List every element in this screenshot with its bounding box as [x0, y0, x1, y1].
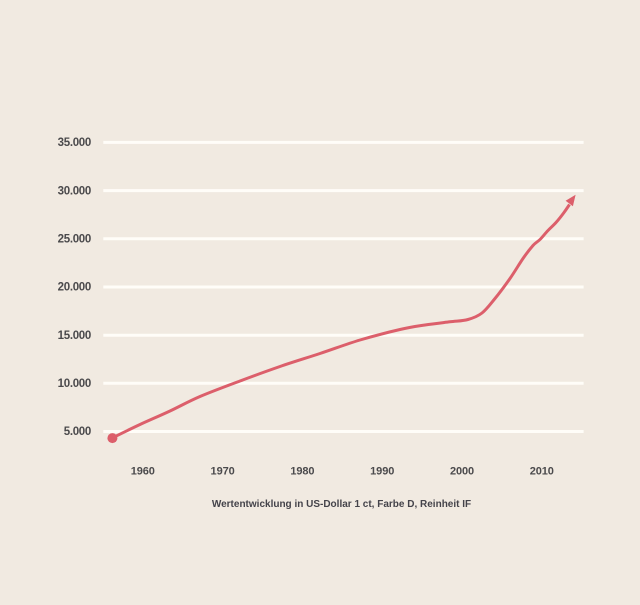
svg-text:10.000: 10.000 [58, 378, 91, 390]
svg-text:Wertentwicklung in US-Dollar 1: Wertentwicklung in US-Dollar 1 ct, Farbe… [212, 499, 471, 510]
svg-text:1970: 1970 [211, 466, 235, 478]
svg-text:35.000: 35.000 [58, 137, 91, 149]
svg-text:15.000: 15.000 [58, 330, 91, 342]
svg-text:5.000: 5.000 [64, 426, 91, 438]
svg-text:1960: 1960 [131, 466, 155, 478]
svg-text:20.000: 20.000 [58, 282, 91, 294]
svg-text:30.000: 30.000 [58, 185, 91, 197]
svg-text:1990: 1990 [370, 466, 394, 478]
svg-text:2000: 2000 [450, 466, 474, 478]
svg-text:1980: 1980 [290, 466, 314, 478]
svg-text:25.000: 25.000 [58, 234, 91, 246]
svg-text:2010: 2010 [530, 466, 554, 478]
